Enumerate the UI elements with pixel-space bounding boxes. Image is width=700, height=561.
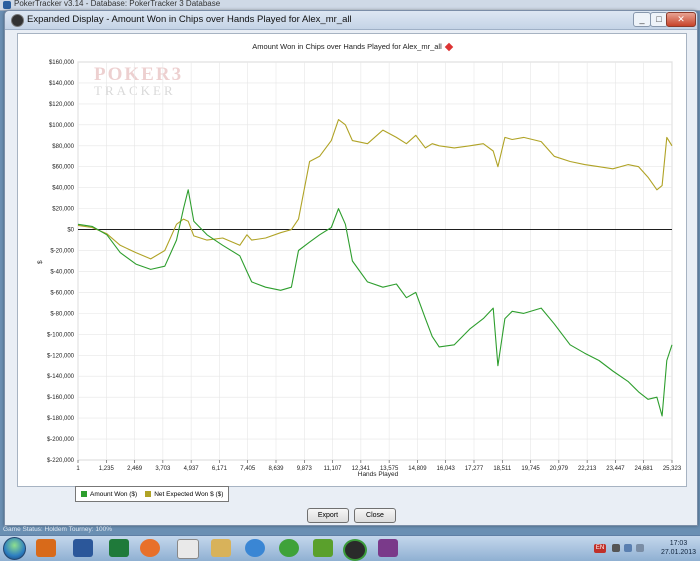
y-tick-label: $-160,000 <box>47 395 75 401</box>
word-icon[interactable] <box>73 539 93 557</box>
chart-title: Amount Won in Chips over Hands Played fo… <box>252 42 442 51</box>
x-tick-label: 14,809 <box>408 466 427 472</box>
notepad-icon[interactable] <box>177 539 199 559</box>
y-axis-label: $ <box>37 260 44 264</box>
x-tick-label: 16,043 <box>437 466 456 472</box>
x-tick-label: 6,171 <box>212 466 228 472</box>
x-tick-label: 1 <box>76 466 80 472</box>
x-tick-label: 13,575 <box>380 466 399 472</box>
background-status-text: Game Status: Holdem Tourney: 100% <box>3 526 112 533</box>
clock-time: 17:03 <box>669 540 688 547</box>
y-tick-label: $60,000 <box>52 165 74 171</box>
x-tick-label: 9,873 <box>297 466 313 472</box>
x-tick-label: 3,703 <box>155 466 171 472</box>
maximize-button[interactable]: □ <box>650 12 668 27</box>
x-tick-label: 12,341 <box>352 466 371 472</box>
close-window-button[interactable]: ✕ <box>666 12 696 27</box>
y-tick-label: $120,000 <box>49 102 75 108</box>
clock-date: 27.01.2013 <box>660 549 696 556</box>
window-title: Expanded Display - Amount Won in Chips o… <box>27 14 352 25</box>
y-tick-label: $-140,000 <box>47 374 75 380</box>
window-titlebar[interactable]: Expanded Display - Amount Won in Chips o… <box>5 11 697 30</box>
legend-swatch-amount-won <box>81 491 87 497</box>
y-tick-label: $-120,000 <box>47 353 75 359</box>
line-chart: $160,000 $140,000 $120,000 $100,000 $80,000 $… <box>37 60 682 478</box>
chart-panel: POKER3 TRACKER Amount Won in Chips over … <box>17 33 687 502</box>
legend-label-amount-won: Amount Won ($) <box>90 490 138 498</box>
media-player-icon[interactable] <box>36 539 56 557</box>
chart-title-wrap: Amount Won in Chips over Hands Played fo… <box>18 42 686 52</box>
x-tick-label: 18,511 <box>493 466 512 472</box>
chart-legend: Amount Won ($) Net Expected Won $ ($) <box>75 486 230 502</box>
system-tray: EN 17:03 27.01.2013 <box>590 536 700 561</box>
x-tick-label: 2,469 <box>127 466 143 472</box>
firefox-icon[interactable] <box>140 539 160 557</box>
paint-icon[interactable] <box>211 539 231 557</box>
legend-swatch-net-expected <box>145 491 152 497</box>
y-tick-label: $100,000 <box>49 123 75 129</box>
y-tick-label: $-60,000 <box>50 290 74 296</box>
x-tick-label: 1,235 <box>99 466 115 472</box>
winrar-icon[interactable] <box>378 539 398 557</box>
excel-icon[interactable] <box>109 539 129 557</box>
clock[interactable]: 17:03 27.01.2013 <box>661 539 696 557</box>
y-tick-label: $0 <box>67 228 74 234</box>
x-tick-label: 25,323 <box>663 466 682 472</box>
language-indicator[interactable]: EN <box>594 544 606 553</box>
y-tick-label: $-220,000 <box>47 458 75 464</box>
frog-icon[interactable] <box>279 539 299 557</box>
app-title: PokerTracker v3.14 - Database: PokerTrac… <box>14 0 221 8</box>
expanded-display-window: Expanded Display - Amount Won in Chips o… <box>4 10 698 526</box>
y-tick-label: $20,000 <box>52 207 74 213</box>
tray-icon-1[interactable] <box>612 544 620 552</box>
taskbar: EN 17:03 27.01.2013 <box>0 535 700 561</box>
close-button[interactable]: Close <box>354 508 396 523</box>
legend-label-net-expected: Net Expected Won $ ($) <box>154 490 224 498</box>
y-tick-label: $80,000 <box>52 144 74 150</box>
x-tick-label: 17,277 <box>465 466 484 472</box>
x-tick-label: 20,979 <box>550 466 569 472</box>
legend-item-net-expected[interactable]: Net Expected Won $ ($) <box>145 491 223 498</box>
x-tick-label: 8,639 <box>268 466 284 472</box>
utorrent-icon[interactable] <box>313 539 333 557</box>
x-tick-label: 7,405 <box>240 466 256 472</box>
y-tick-label: $-80,000 <box>50 311 74 317</box>
volume-icon[interactable] <box>636 544 644 552</box>
x-tick-label: 4,937 <box>184 466 200 472</box>
x-tick-label: 23,447 <box>606 466 625 472</box>
network-icon[interactable] <box>624 544 632 552</box>
y-tick-label: $-40,000 <box>50 269 74 275</box>
y-tick-label: $-200,000 <box>47 437 75 443</box>
export-button[interactable]: Export <box>307 508 349 523</box>
y-tick-label: $40,000 <box>52 186 74 192</box>
series-line-net-expected <box>77 119 673 260</box>
poker-chip-icon[interactable] <box>343 539 367 561</box>
start-button[interactable] <box>3 537 26 560</box>
x-tick-label: 11,107 <box>324 466 343 472</box>
series-line-amount-won <box>77 189 673 417</box>
window-app-icon <box>11 14 24 27</box>
x-tick-label: 19,745 <box>521 466 540 472</box>
y-tick-label: $-180,000 <box>47 416 75 422</box>
y-tick-label: $-20,000 <box>50 249 74 255</box>
x-tick-label: 22,213 <box>578 466 597 472</box>
x-tick-label: 24,681 <box>635 466 654 472</box>
x-axis-label: Hands Played <box>358 471 399 478</box>
minimize-button[interactable]: _ <box>633 12 651 27</box>
legend-item-amount-won[interactable]: Amount Won ($) <box>81 491 137 498</box>
y-tick-label: $140,000 <box>49 81 75 87</box>
y-tick-label: $160,000 <box>49 60 75 66</box>
ie-icon[interactable] <box>245 539 265 557</box>
pokertracker-icon <box>3 1 11 9</box>
y-tick-label: $-100,000 <box>47 332 75 338</box>
